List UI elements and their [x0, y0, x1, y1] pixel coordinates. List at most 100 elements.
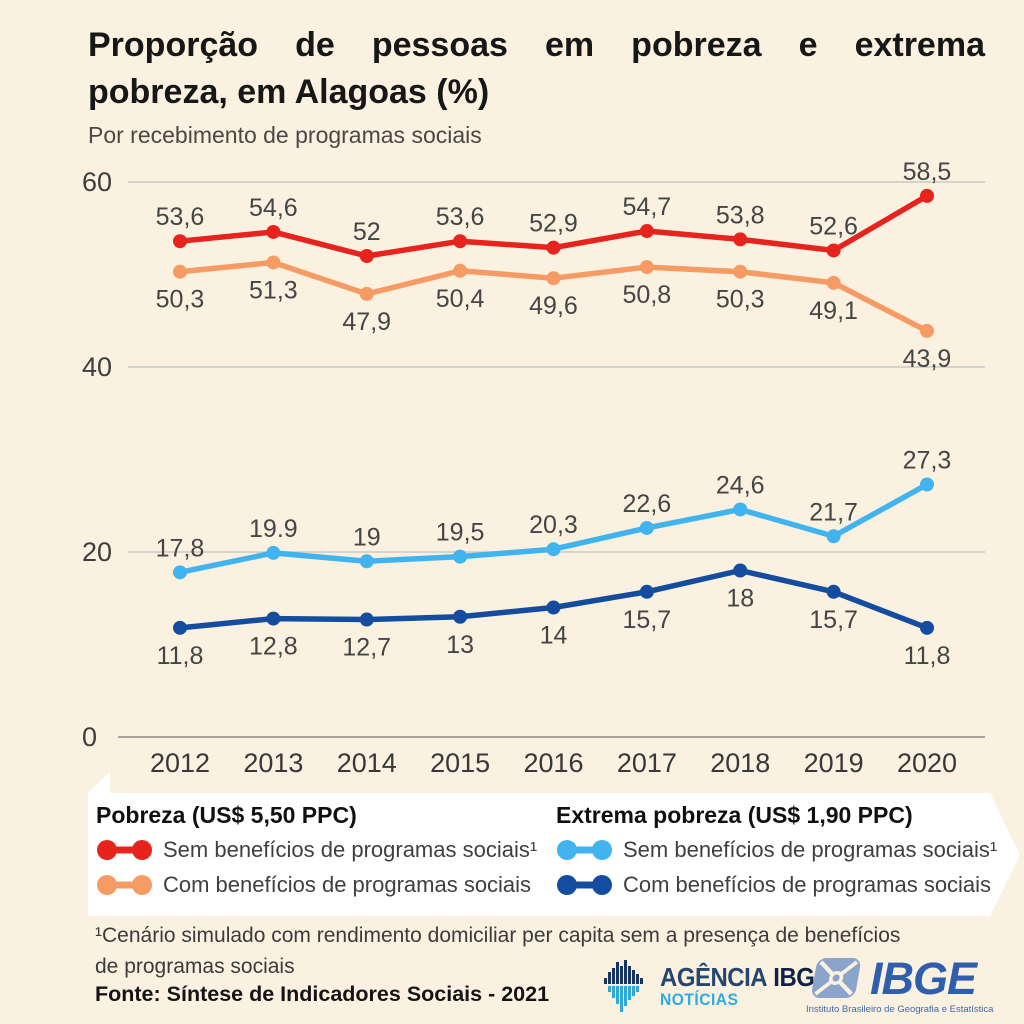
data-point: [639, 520, 654, 535]
data-label: 50,4: [436, 285, 485, 313]
data-label: 54,7: [623, 193, 672, 221]
legend-banner-shape: [88, 772, 1020, 916]
data-point: [359, 286, 374, 301]
x-tick-label: 2020: [897, 748, 957, 778]
legend-item-label: Sem benefícios de programas sociais¹: [623, 836, 998, 862]
data-point: [173, 264, 187, 279]
data-point: [826, 243, 841, 258]
data-label: 52,9: [529, 210, 578, 238]
data-label: 21,7: [809, 498, 858, 526]
ibge-full-name: Instituto Brasileiro de Geografia e Esta…: [806, 1004, 994, 1015]
data-label: 15,7: [809, 606, 858, 634]
legend-item: Sem benefícios de programas sociais¹: [96, 834, 537, 865]
data-label: 11,8: [904, 642, 951, 670]
legend-group-pobreza: Pobreza (US$ 5,50 PPC) Sem benefícios de…: [96, 800, 537, 900]
orange-line-icon: [97, 874, 152, 895]
legend-item-label: Com benefícios de programas sociais: [623, 871, 992, 897]
data-point: [826, 275, 841, 290]
page-title-line2: pobreza, em Alagoas (%): [88, 73, 490, 111]
ibge-square-icon: [812, 958, 861, 998]
data-label: 50,3: [716, 286, 765, 314]
data-point: [546, 240, 561, 255]
y-tick-label: 0: [82, 722, 97, 752]
red-line-icon: [97, 839, 152, 860]
y-tick-label: 20: [82, 537, 112, 567]
data-label: 53,6: [156, 203, 205, 231]
y-tick-label: 40: [82, 352, 112, 382]
x-tick-label: 2015: [430, 748, 490, 778]
data-label: 50,3: [156, 286, 205, 314]
agencia-ibge-noticias-logo: AGÊNCIA IBGE NOTÍCIAS: [602, 958, 845, 1014]
data-point: [453, 609, 468, 624]
data-label: 52: [353, 218, 381, 246]
data-point: [733, 563, 748, 578]
brazil-bars-icon: [604, 960, 643, 1012]
data-label: 14: [540, 622, 568, 650]
x-tick-label: 2014: [337, 748, 397, 778]
header: Proporção de pessoas em pobreza e extrem…: [88, 22, 985, 149]
data-point: [266, 224, 281, 239]
data-label: 54,6: [249, 194, 298, 222]
data-label: 19,5: [436, 519, 485, 547]
legend-item: Com benefícios de programas sociais: [556, 869, 997, 900]
noticias-label: NOTÍCIAS: [660, 990, 739, 1009]
data-label: 12,8: [249, 633, 298, 661]
legend-item: Sem benefícios de programas sociais¹: [556, 834, 997, 865]
legend-item-label: Com benefícios de programas sociais: [163, 871, 532, 897]
data-label: 20,3: [529, 511, 578, 539]
data-point: [920, 188, 934, 203]
data-label: 52,6: [809, 212, 858, 240]
data-label: 22,6: [623, 490, 672, 518]
legend-group-extrema-pobreza: Extrema pobreza (US$ 1,90 PPC) Sem benef…: [556, 800, 997, 900]
footnote-line2: de programas sociais: [95, 955, 295, 978]
data-point: [453, 263, 468, 278]
data-label: 12,7: [342, 634, 391, 662]
legend-banner: Pobreza (US$ 5,50 PPC) Sem benefícios de…: [88, 772, 1020, 916]
data-label: 19.9: [249, 515, 298, 543]
light-blue-line-icon: [557, 839, 612, 860]
data-point: [733, 502, 748, 517]
data-point: [546, 542, 561, 557]
data-label: 47,9: [342, 308, 391, 336]
footnote-line1: ¹Cenário simulado com rendimento domicil…: [95, 924, 901, 947]
data-label: 53,8: [716, 201, 765, 229]
data-point: [359, 249, 374, 263]
data-point: [173, 234, 187, 249]
data-label: 43,9: [903, 345, 952, 373]
data-point: [639, 584, 654, 599]
x-tick-label: 2016: [523, 748, 583, 778]
data-label: 49,1: [809, 297, 858, 325]
data-label: 51,3: [249, 276, 298, 304]
data-point: [639, 224, 654, 239]
data-label: 53,6: [436, 203, 485, 231]
data-point: [733, 232, 748, 247]
data-label: 49,6: [529, 292, 578, 320]
dark-blue-line-icon: [557, 874, 612, 895]
data-point: [826, 584, 841, 599]
data-label: 58,5: [903, 158, 952, 186]
page-subtitle: Por recebimento de programas sociais: [88, 122, 482, 148]
data-point: [453, 549, 468, 564]
data-point: [266, 611, 281, 626]
ibge-logo: IBGE Instituto Brasileiro de Geografia e…: [806, 956, 1020, 1015]
data-point: [359, 554, 374, 569]
data-label: 11,8: [157, 642, 204, 670]
data-point: [733, 264, 748, 279]
data-point: [359, 612, 374, 627]
x-tick-label: 2018: [710, 748, 770, 778]
x-tick-label: 2017: [617, 748, 677, 778]
x-tick-label: 2012: [150, 748, 210, 778]
legend-group-title: Extrema pobreza (US$ 1,90 PPC): [556, 802, 913, 828]
data-point: [266, 545, 281, 560]
data-point: [826, 529, 841, 544]
data-point: [173, 620, 187, 635]
data-point: [453, 234, 468, 249]
source-text: Fonte: Síntese de Indicadores Sociais - …: [95, 982, 550, 1006]
data-label: 15,7: [623, 606, 672, 634]
data-label: 50,8: [623, 281, 672, 309]
agencia-ibge-wordmark: AGÊNCIA IBGE: [660, 962, 830, 992]
data-label: 27,3: [903, 446, 952, 474]
data-point: [920, 477, 934, 492]
